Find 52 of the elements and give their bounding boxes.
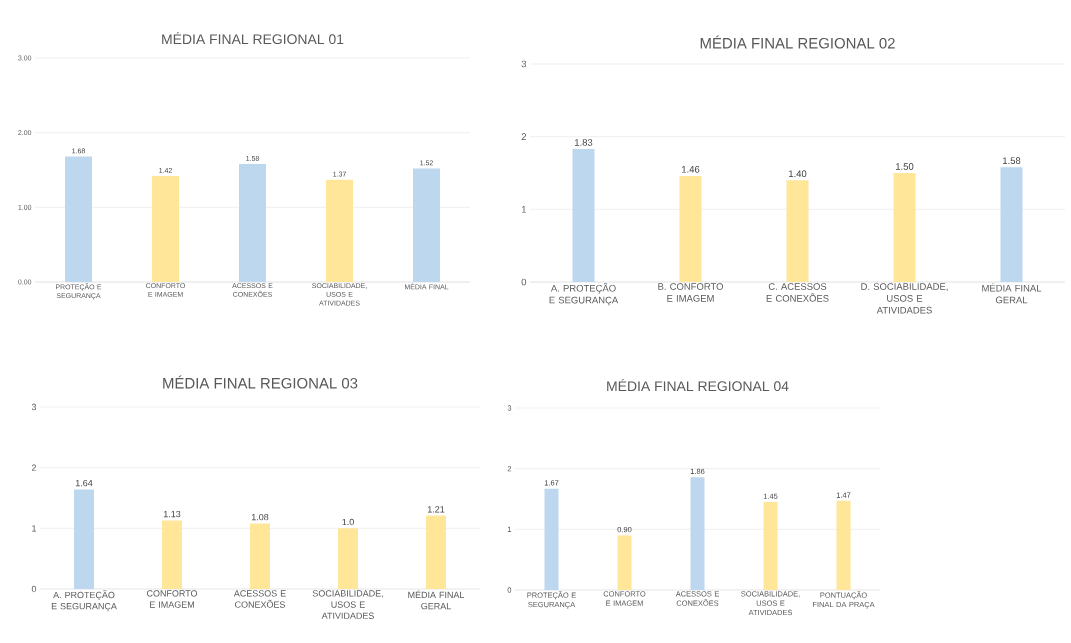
bar <box>152 175 179 282</box>
y-tick-label: 1 <box>32 525 37 532</box>
x-tick-label: MÉDIA FINAL GERAL <box>408 590 465 610</box>
x-tick-label: A. PROTEÇÃO E SEGURANÇA <box>51 590 117 612</box>
x-tick-label: B. CONFORTO E IMAGEM <box>658 283 724 302</box>
data-label: 1.58 <box>1003 157 1021 164</box>
y-tick-label: 2 <box>521 133 527 140</box>
bar <box>426 515 446 589</box>
data-label: 1.83 <box>575 139 593 146</box>
bar <box>893 173 916 282</box>
chart-title: MÉDIA FINAL REGIONAL 01 <box>162 31 344 45</box>
y-tick-label: 0 <box>521 278 527 286</box>
chart-title: MÉDIA FINAL REGIONAL 04 <box>607 378 789 392</box>
bar <box>786 180 809 282</box>
bar <box>338 528 358 589</box>
bar <box>544 488 559 590</box>
data-label: 1.08 <box>251 513 269 521</box>
bar <box>679 175 702 282</box>
data-label: 1.46 <box>682 166 700 173</box>
bar <box>250 523 270 589</box>
bar <box>326 179 353 282</box>
y-tick-label: 1 <box>521 206 527 213</box>
data-label: 1.13 <box>163 510 181 518</box>
x-tick-label: SOCIABILIDADE, USOS E ATIVIDADES <box>312 590 383 619</box>
bar <box>239 164 266 282</box>
bar <box>162 520 182 589</box>
chart-title: MÉDIA FINAL REGIONAL 03 <box>163 375 358 389</box>
data-label: 1.64 <box>75 479 93 487</box>
chart-title: MÉDIA FINAL REGIONAL 02 <box>700 35 895 49</box>
y-tick-label: 0 <box>31 585 37 593</box>
bar <box>65 156 92 282</box>
bar <box>413 168 440 282</box>
bar <box>1000 167 1023 282</box>
y-tick-label: 2 <box>31 464 37 471</box>
y-tick-label: 3 <box>31 403 37 411</box>
x-tick-label: D. SOCIABILIDADE, USOS E ATIVIDADES <box>861 283 948 314</box>
data-label: 1.21 <box>427 506 445 513</box>
y-tick-label: 3 <box>521 60 527 68</box>
bar <box>836 500 851 590</box>
bar <box>763 502 778 590</box>
x-tick-label: ACESSOS E CONEXÕES <box>233 590 286 608</box>
x-tick-label: A. PROTEÇÃO E SEGURANÇA <box>549 283 619 306</box>
x-tick-label: CONFORTO E IMAGEM <box>146 590 198 608</box>
x-tick-label: MÉDIA FINAL GERAL <box>982 283 1042 304</box>
data-label: 1.0 <box>342 518 354 526</box>
bar <box>572 149 595 282</box>
bar <box>74 489 94 589</box>
data-label: 1.50 <box>896 163 914 170</box>
data-label: 1.40 <box>789 170 807 178</box>
bar <box>617 535 632 590</box>
bar <box>690 477 705 590</box>
x-tick-label: C. ACESSOS E CONEXÕES <box>766 283 829 302</box>
